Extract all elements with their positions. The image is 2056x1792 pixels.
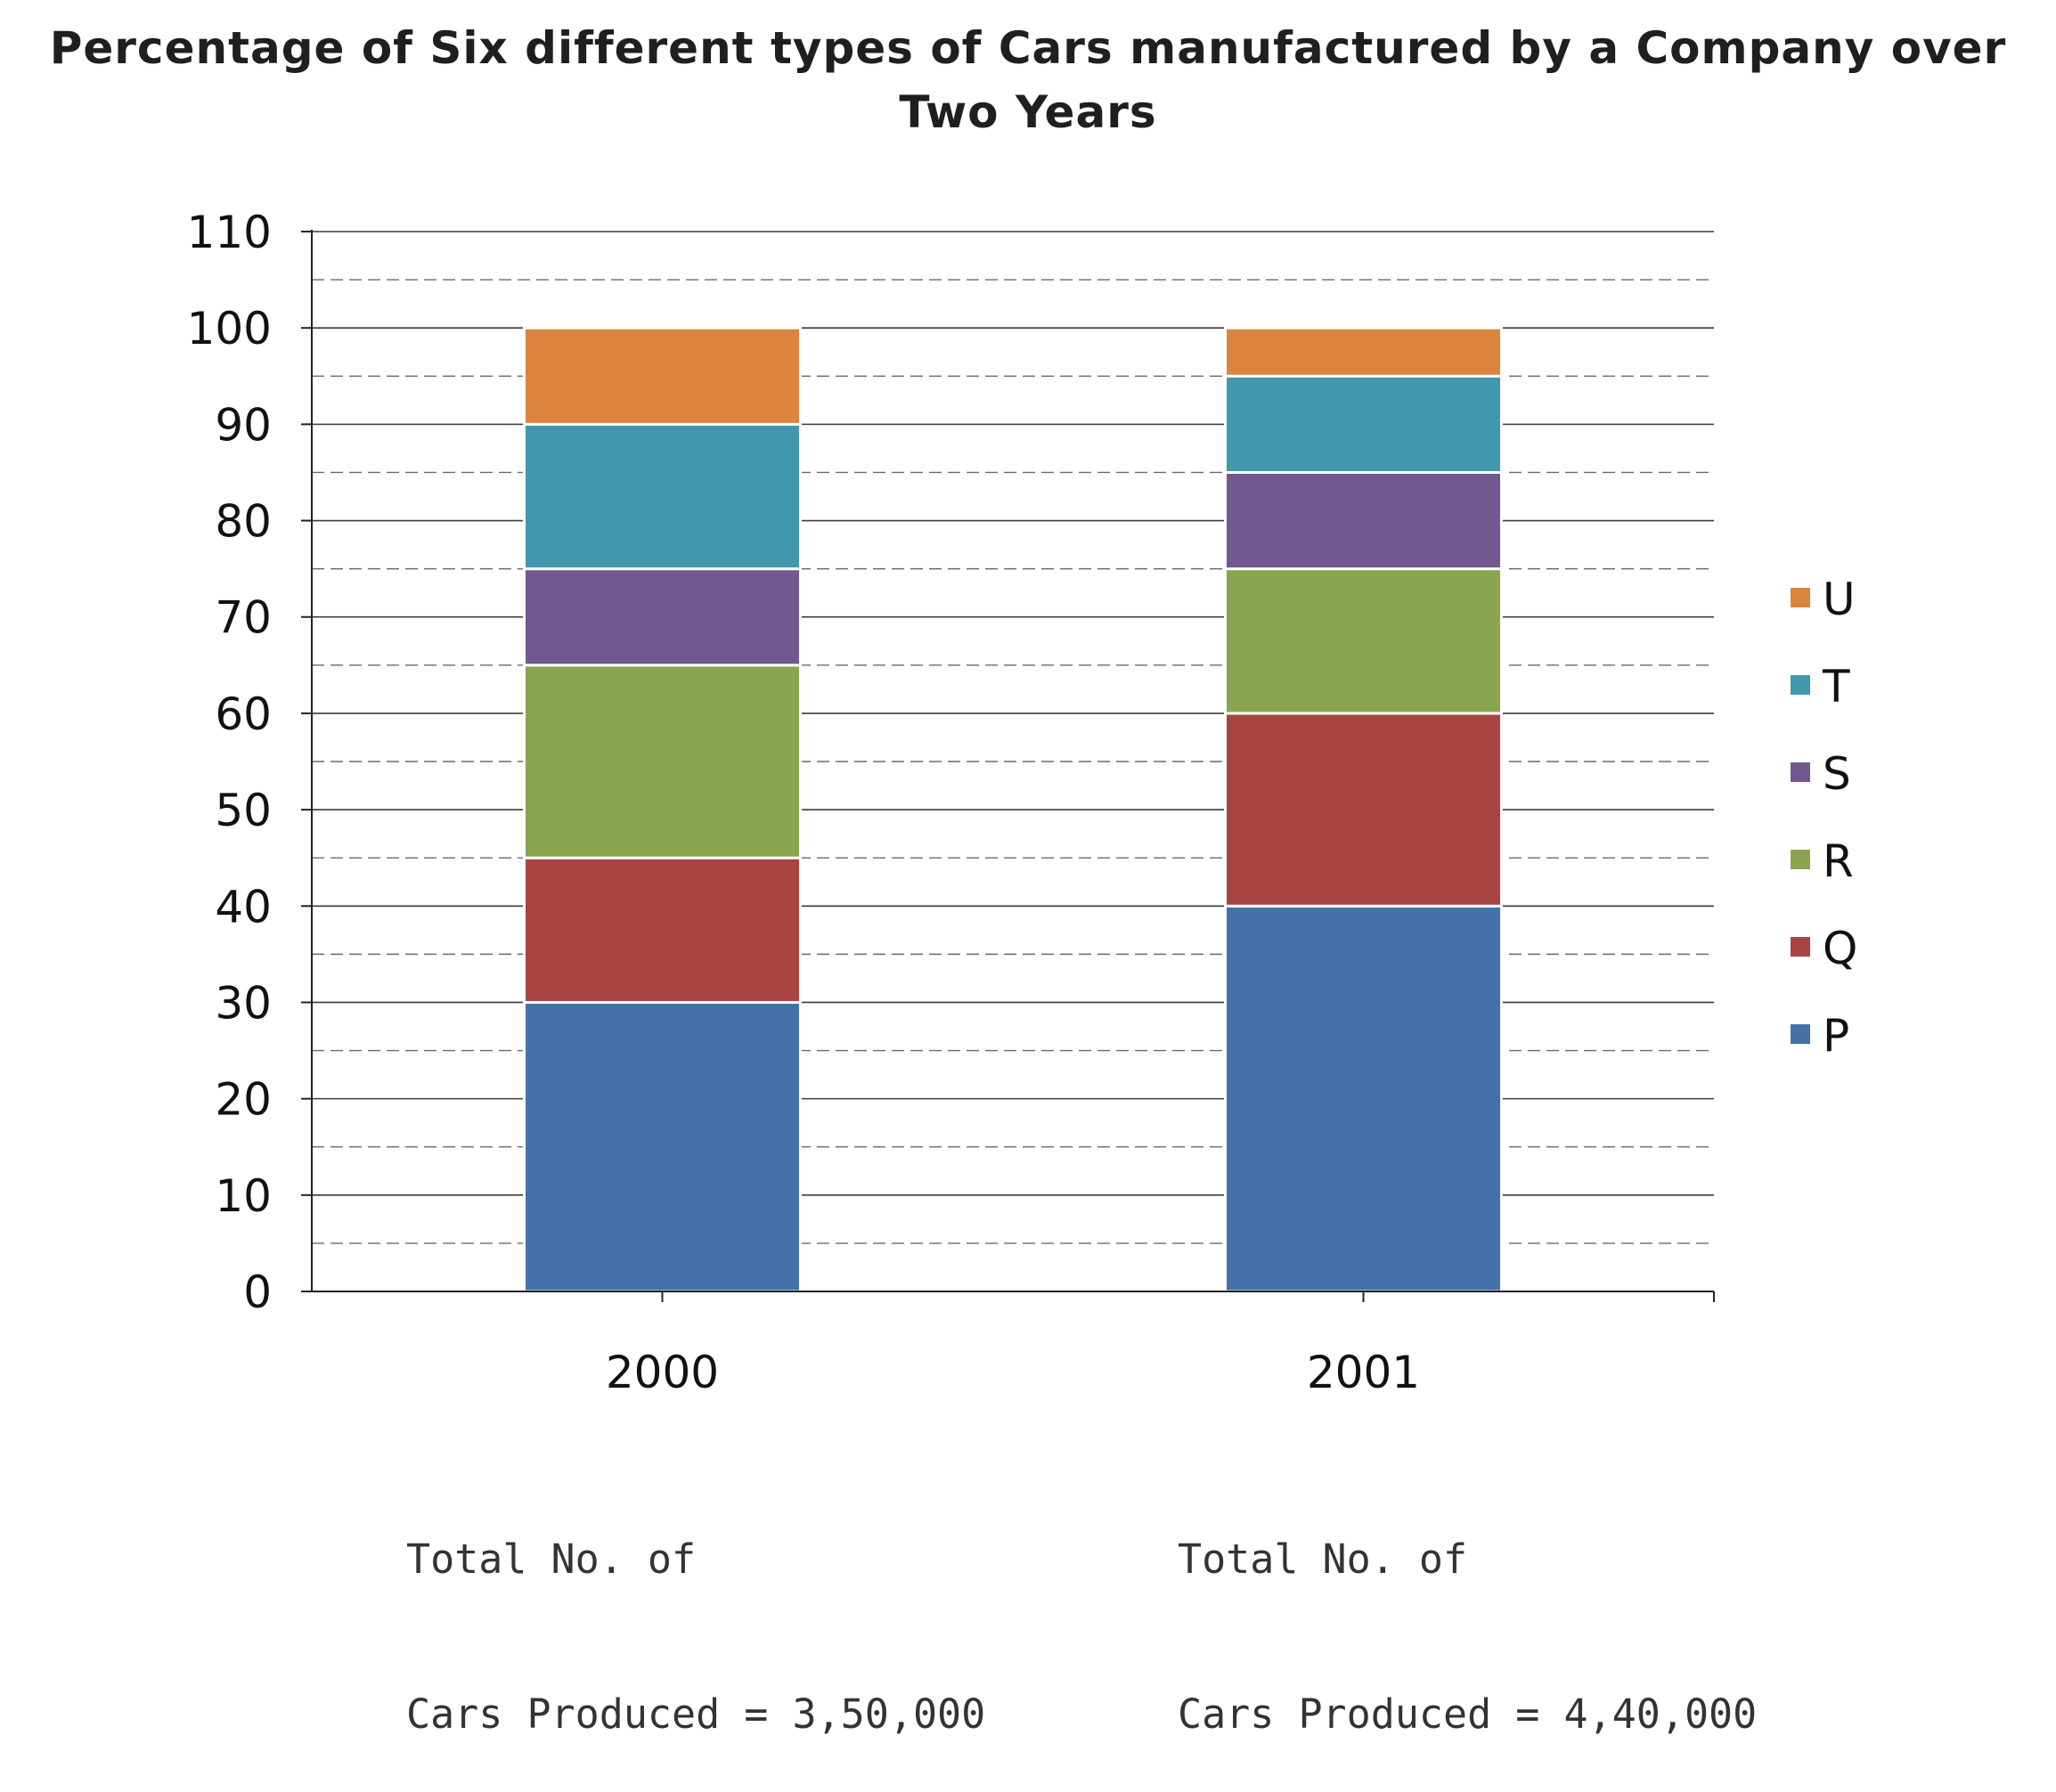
bar-segment-s-2000 — [523, 567, 802, 667]
y-tick-label: 60 — [215, 688, 272, 740]
footnote-2000-line1: Total No. of — [406, 1535, 697, 1583]
y-tick-label: 70 — [215, 592, 272, 644]
legend-swatch-t — [1791, 675, 1810, 695]
footnote-2000-line2: Cars Produced = 3,50,000 — [406, 1690, 986, 1738]
x-tick-label: 2000 — [606, 1347, 719, 1398]
chart-title: Percentage of Six different types of Car… — [49, 22, 2007, 138]
legend-swatch-s — [1791, 762, 1810, 782]
footnote-2001-line2: Cars Produced = 4,40,000 — [1178, 1690, 1758, 1738]
bar-segment-t-2000 — [523, 422, 802, 571]
x-tick-label: 2001 — [1307, 1347, 1420, 1398]
y-tick-label: 90 — [215, 399, 272, 451]
footnote-2001: Total No. of Cars Produced = 4,40,000 — [1178, 1430, 1757, 1792]
bar-segment-p-2001 — [1224, 904, 1503, 1293]
bar-segment-t-2001 — [1224, 374, 1503, 474]
bar-segment-p-2000 — [523, 1000, 802, 1293]
legend-swatch-r — [1791, 850, 1810, 869]
y-tick-label: 80 — [215, 496, 272, 548]
legend-swatch-q — [1791, 937, 1810, 957]
legend-label-r: R — [1823, 835, 1854, 887]
legend-label-u: U — [1823, 574, 1856, 625]
footnote-2001-line1: Total No. of — [1178, 1535, 1468, 1583]
legend-label-q: Q — [1823, 923, 1857, 974]
bar-segment-u-2001 — [1224, 326, 1503, 378]
axis-layer: 0 10 20 30 40 50 60 70 80 90 100 110 2000 2001 — [187, 207, 1715, 1398]
y-tick-label: 0 — [243, 1267, 272, 1318]
y-tick-label: 40 — [215, 881, 272, 933]
legend-swatch-u — [1791, 588, 1810, 607]
y-tick-label: 50 — [215, 785, 272, 836]
grid-layer — [312, 231, 1714, 1244]
bar-segment-q-2001 — [1224, 712, 1503, 908]
bar-segment-u-2000 — [523, 326, 802, 426]
legend-swatch-p — [1791, 1024, 1810, 1044]
y-tick-label: 30 — [215, 977, 272, 1029]
bar-segment-r-2000 — [523, 664, 802, 859]
legend-label-s: S — [1823, 748, 1851, 800]
y-tick-label: 110 — [187, 207, 272, 258]
bar-segment-s-2001 — [1224, 470, 1503, 571]
bar-segment-r-2001 — [1224, 567, 1503, 715]
y-tick-label: 10 — [215, 1170, 272, 1222]
legend-label-t: T — [1822, 661, 1850, 713]
y-tick-label: 20 — [215, 1074, 272, 1126]
y-tick-label: 100 — [187, 303, 272, 354]
bars-layer — [523, 326, 1503, 1293]
bar-segment-q-2000 — [523, 856, 802, 1004]
footnote-2000: Total No. of Cars Produced = 3,50,000 — [406, 1430, 985, 1792]
legend-label-p: P — [1823, 1010, 1849, 1062]
